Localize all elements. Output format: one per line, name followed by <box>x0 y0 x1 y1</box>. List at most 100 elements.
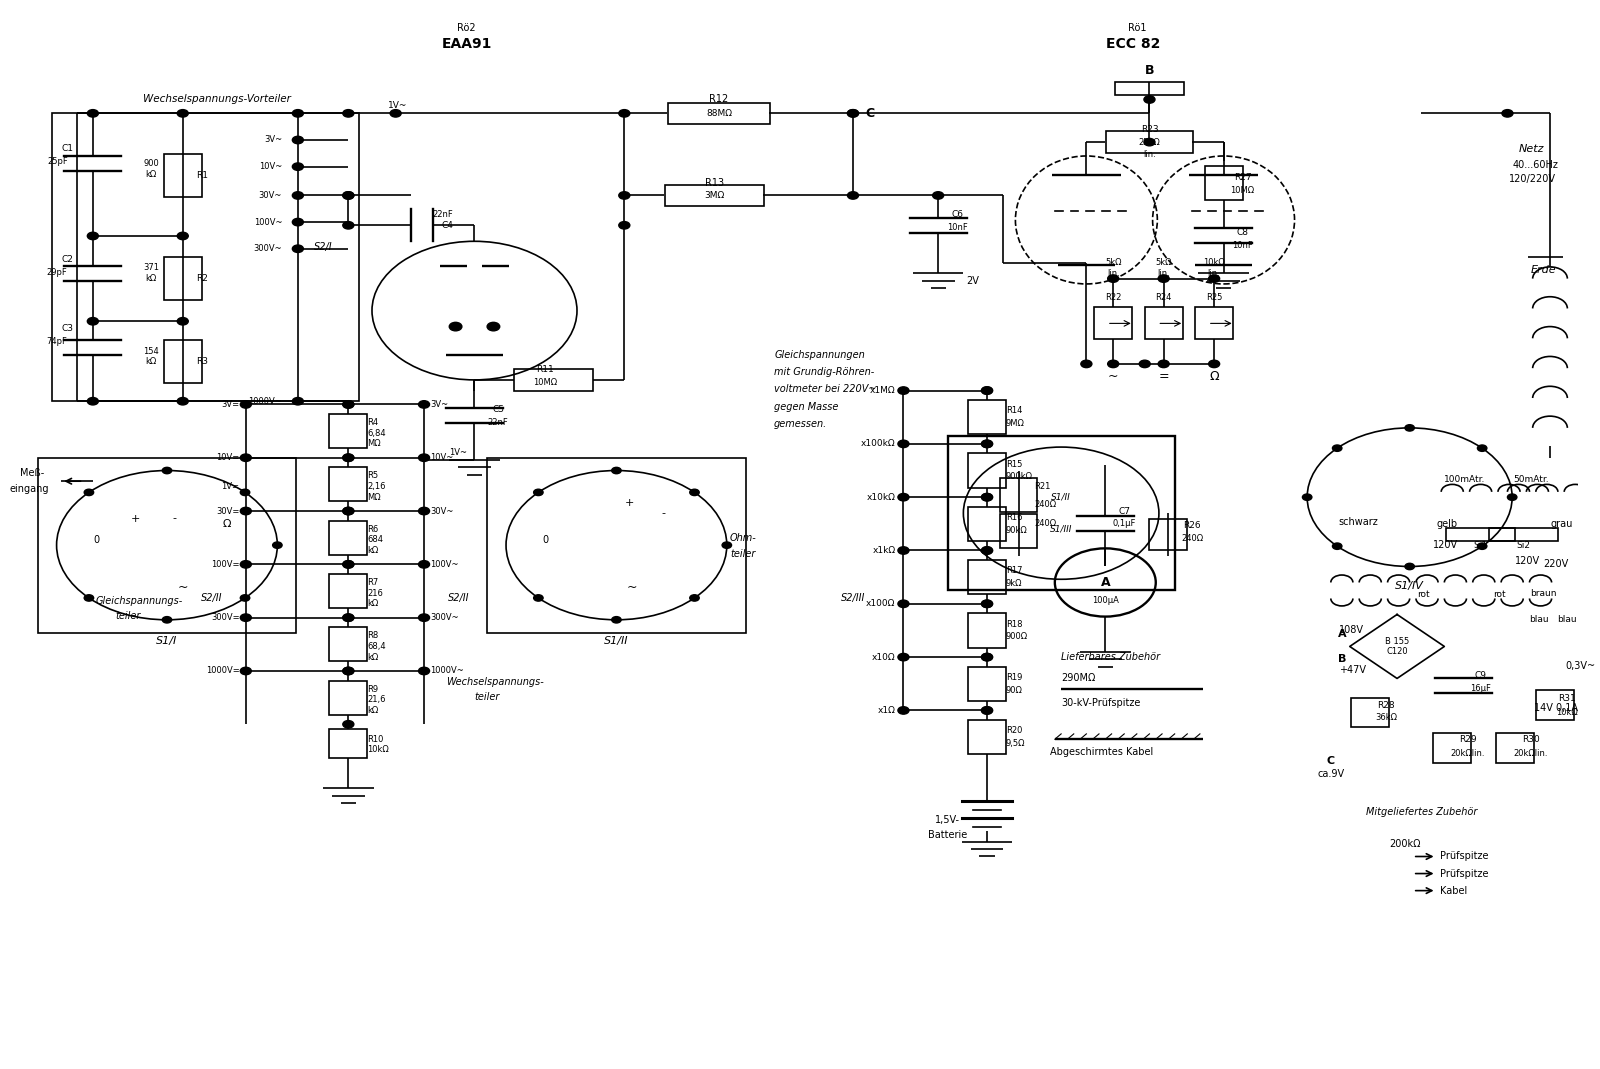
Text: rot: rot <box>1418 590 1430 599</box>
Circle shape <box>293 191 304 199</box>
Text: 30-kV-Prüfspitze: 30-kV-Prüfspitze <box>1061 698 1141 708</box>
Circle shape <box>981 494 992 501</box>
Text: 22nF: 22nF <box>488 418 509 427</box>
Text: Ω: Ω <box>222 518 230 529</box>
Text: Wechselspannungs-: Wechselspannungs- <box>446 677 544 686</box>
Bar <box>330 729 368 758</box>
Text: 0,3V~: 0,3V~ <box>1566 661 1595 670</box>
Text: Kabel: Kabel <box>1440 885 1467 896</box>
Bar <box>1434 733 1470 762</box>
Text: S1/I: S1/I <box>157 636 178 646</box>
Bar <box>664 185 763 206</box>
Circle shape <box>1477 543 1486 549</box>
Bar <box>1496 733 1534 762</box>
Text: 371: 371 <box>144 263 160 273</box>
Circle shape <box>690 594 699 601</box>
Text: 240Ω: 240Ω <box>1034 520 1056 528</box>
Bar <box>968 453 1006 487</box>
Text: R9: R9 <box>368 684 378 694</box>
Text: Rö1: Rö1 <box>1128 24 1146 33</box>
Text: x100Ω: x100Ω <box>866 600 896 608</box>
Circle shape <box>981 387 992 394</box>
Text: 900kΩ: 900kΩ <box>1006 472 1034 481</box>
Text: +: + <box>131 513 141 524</box>
Circle shape <box>342 454 354 462</box>
Text: 40...60Hz: 40...60Hz <box>1512 159 1558 170</box>
Text: 90Ω: 90Ω <box>1006 685 1022 695</box>
Bar <box>1205 166 1243 200</box>
Text: blau: blau <box>1557 616 1578 624</box>
Bar <box>486 458 746 633</box>
Text: 36kΩ: 36kΩ <box>1374 713 1397 723</box>
Bar <box>968 507 1006 541</box>
Circle shape <box>293 218 304 226</box>
Bar <box>1536 691 1574 721</box>
Text: 100V=: 100V= <box>211 560 240 569</box>
Text: gemessen.: gemessen. <box>774 419 827 429</box>
Text: S2/III: S2/III <box>842 593 866 604</box>
Bar <box>968 667 1006 701</box>
Text: Ohm-: Ohm- <box>730 532 755 543</box>
Text: C: C <box>1326 756 1334 765</box>
Text: 10nF: 10nF <box>947 223 968 232</box>
Text: 10kΩ: 10kΩ <box>368 745 389 755</box>
Text: 9,5Ω: 9,5Ω <box>1006 739 1026 748</box>
Circle shape <box>419 614 429 621</box>
Bar <box>1488 528 1558 541</box>
Text: 900: 900 <box>144 159 158 168</box>
Text: ca.9V: ca.9V <box>1317 770 1344 779</box>
Bar <box>1094 308 1133 339</box>
Text: gegen Masse: gegen Masse <box>774 402 838 412</box>
Text: 9MΩ: 9MΩ <box>1006 419 1026 428</box>
Circle shape <box>1144 138 1155 145</box>
Text: R18: R18 <box>1006 620 1022 629</box>
Circle shape <box>240 490 250 496</box>
Bar <box>947 436 1174 590</box>
Circle shape <box>898 653 909 661</box>
Circle shape <box>1405 563 1414 570</box>
Text: C6: C6 <box>950 211 963 219</box>
Text: S1/IV: S1/IV <box>1395 580 1424 591</box>
Text: ~: ~ <box>1107 370 1118 383</box>
Text: x10Ω: x10Ω <box>872 652 896 662</box>
Circle shape <box>981 440 992 448</box>
Text: Ω: Ω <box>1210 370 1219 383</box>
Circle shape <box>898 707 909 714</box>
Text: Si1: Si1 <box>1474 541 1488 549</box>
Text: R27: R27 <box>1234 173 1251 182</box>
Text: +: + <box>624 497 634 508</box>
Bar <box>38 458 296 633</box>
Circle shape <box>342 560 354 568</box>
Circle shape <box>1333 445 1342 451</box>
Bar <box>1446 528 1515 541</box>
Text: Netz: Netz <box>1518 143 1544 154</box>
Bar <box>1115 82 1184 95</box>
Text: B 155
C120: B 155 C120 <box>1386 637 1410 656</box>
Circle shape <box>981 707 992 714</box>
Circle shape <box>178 110 189 118</box>
Text: 68,4: 68,4 <box>368 642 386 651</box>
Text: 30V=: 30V= <box>216 507 240 515</box>
Circle shape <box>534 490 542 496</box>
Circle shape <box>342 508 354 515</box>
Text: R8: R8 <box>368 632 379 640</box>
Text: x100kΩ: x100kΩ <box>861 439 896 448</box>
Text: 1V=: 1V= <box>221 482 240 491</box>
Text: 3V~: 3V~ <box>430 400 448 409</box>
Circle shape <box>342 110 354 118</box>
Text: R20: R20 <box>1006 726 1022 735</box>
Text: MΩ: MΩ <box>368 439 381 448</box>
Circle shape <box>898 387 909 394</box>
Text: lin.: lin. <box>1208 268 1221 278</box>
Text: C9: C9 <box>1475 670 1486 680</box>
Circle shape <box>342 401 354 408</box>
Text: x1MΩ: x1MΩ <box>870 386 896 396</box>
Text: teiler: teiler <box>730 548 755 559</box>
Text: 88MΩ: 88MΩ <box>706 109 731 118</box>
Text: grau: grau <box>1550 518 1573 529</box>
Text: ~: ~ <box>178 582 187 594</box>
Text: 108V: 108V <box>1339 625 1363 635</box>
Circle shape <box>342 614 354 621</box>
Circle shape <box>619 110 630 118</box>
Circle shape <box>162 617 171 623</box>
